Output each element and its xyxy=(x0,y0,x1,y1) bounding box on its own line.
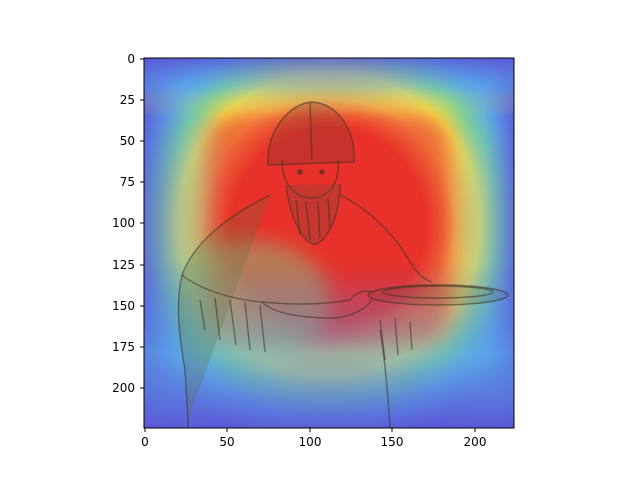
y-tick-label: 0 xyxy=(127,52,135,66)
x-tick-label: 50 xyxy=(219,435,234,449)
y-tick-label: 200 xyxy=(112,381,135,395)
y-tick-label: 25 xyxy=(120,93,135,107)
y-axis: 0 25 50 75 100 125 150 175 200 xyxy=(112,52,144,395)
x-tick-label: 0 xyxy=(141,435,149,449)
x-tick-label: 100 xyxy=(299,435,322,449)
y-tick-label: 75 xyxy=(120,175,135,189)
y-tick-label: 150 xyxy=(112,299,135,313)
x-axis: 0 50 100 150 200 xyxy=(141,428,486,449)
y-tick-label: 125 xyxy=(112,258,135,272)
y-tick-label: 50 xyxy=(120,134,135,148)
x-tick-label: 150 xyxy=(381,435,404,449)
y-tick-label: 175 xyxy=(112,340,135,354)
axes-frame xyxy=(143,57,515,429)
x-tick-label: 200 xyxy=(464,435,487,449)
heatmap-image xyxy=(144,58,514,428)
y-tick-label: 100 xyxy=(112,216,135,230)
engraving-figure xyxy=(177,101,509,428)
